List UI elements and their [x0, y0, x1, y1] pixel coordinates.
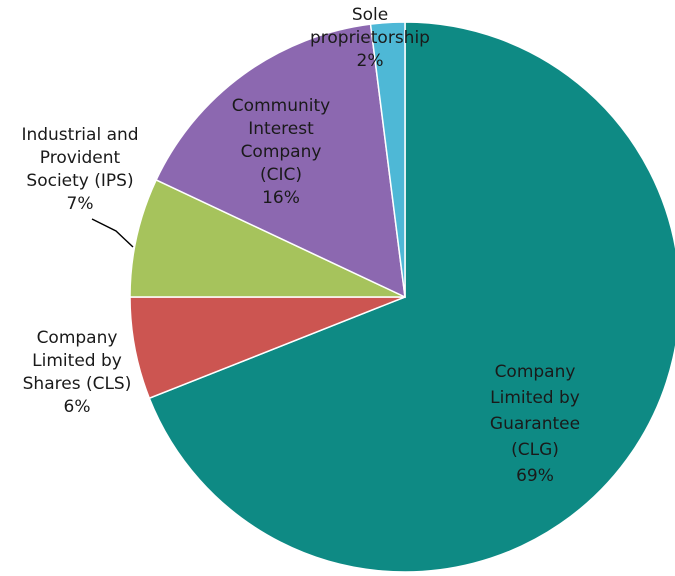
- slice-label-line: 16%: [262, 188, 300, 208]
- slice-label-1: Company Limited by Shares (CLS) 6%: [23, 328, 132, 417]
- pie-slice-2: [129, 178, 406, 298]
- pie-slice-4: [369, 21, 406, 298]
- slice-label-line: 7%: [67, 194, 94, 214]
- slice-label-line: Sole: [352, 5, 388, 25]
- slice-label-line: proprietorship: [310, 28, 430, 48]
- slice-label-line: Interest: [248, 119, 314, 139]
- slice-label-line: Guarantee: [490, 414, 580, 434]
- slice-label-line: (CIC): [260, 165, 302, 185]
- slice-label-line: Provident: [40, 148, 121, 168]
- slice-label-0: Company Limited by Guarantee (CLG) 69%: [490, 362, 580, 486]
- leader-line-2: [91, 218, 134, 248]
- pie-slice-0: [148, 21, 675, 573]
- slice-label-line: Industrial and: [21, 125, 138, 145]
- slice-label-line: Company: [495, 362, 576, 382]
- slice-label-line: 2%: [357, 51, 384, 71]
- slice-label-line: 6%: [64, 397, 91, 417]
- slice-label-line: Community: [232, 96, 330, 116]
- slice-label-line: (CLG): [511, 440, 559, 460]
- slice-label-line: Society (IPS): [26, 171, 133, 191]
- slice-label-line: Company: [37, 328, 118, 348]
- slice-label-2: Industrial and Provident Society (IPS) 7%: [21, 125, 138, 214]
- slice-label-line: Limited by: [490, 388, 580, 408]
- slice-label-3: Community Interest Company (CIC) 16%: [232, 96, 330, 208]
- slice-label-line: Shares (CLS): [23, 374, 132, 394]
- slice-label-4: Sole proprietorship 2%: [310, 5, 430, 71]
- slice-label-line: 69%: [516, 466, 554, 486]
- slice-label-line: Limited by: [32, 351, 122, 371]
- pie-slice-3: [155, 23, 406, 299]
- slice-label-line: Company: [241, 142, 322, 162]
